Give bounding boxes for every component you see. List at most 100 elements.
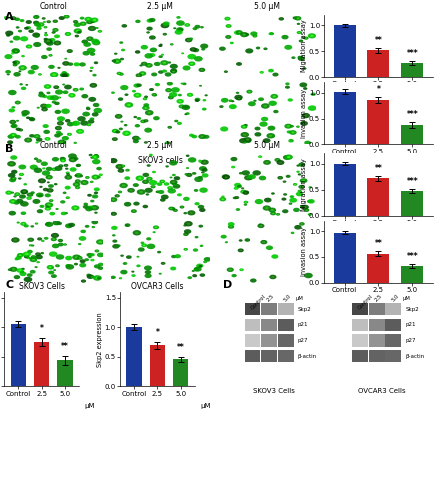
Bar: [278, 334, 294, 346]
Circle shape: [11, 106, 15, 108]
Circle shape: [149, 36, 156, 40]
Circle shape: [257, 224, 264, 228]
Text: p27: p27: [298, 338, 308, 343]
Circle shape: [125, 169, 130, 172]
Circle shape: [16, 194, 18, 195]
Circle shape: [26, 116, 30, 119]
Circle shape: [202, 99, 206, 102]
Circle shape: [170, 266, 176, 270]
Circle shape: [65, 164, 67, 166]
Circle shape: [267, 126, 275, 130]
Circle shape: [160, 22, 170, 28]
Circle shape: [86, 106, 90, 108]
Circle shape: [263, 206, 271, 210]
Circle shape: [81, 280, 86, 282]
Circle shape: [188, 174, 191, 176]
Circle shape: [49, 38, 55, 42]
Circle shape: [253, 170, 261, 175]
Circle shape: [82, 23, 84, 24]
Circle shape: [87, 177, 88, 178]
Circle shape: [203, 260, 207, 263]
Circle shape: [242, 170, 250, 175]
Circle shape: [91, 220, 98, 224]
Circle shape: [145, 142, 147, 143]
Circle shape: [62, 84, 65, 86]
Circle shape: [198, 160, 202, 162]
Circle shape: [54, 102, 60, 105]
Circle shape: [157, 251, 161, 254]
Circle shape: [50, 55, 52, 56]
Circle shape: [91, 276, 95, 278]
Circle shape: [35, 16, 37, 18]
Circle shape: [271, 209, 274, 211]
Circle shape: [98, 262, 104, 266]
Circle shape: [73, 28, 82, 34]
Circle shape: [265, 207, 268, 209]
Circle shape: [86, 108, 90, 110]
Circle shape: [194, 202, 200, 205]
Circle shape: [200, 26, 204, 29]
Circle shape: [269, 274, 277, 280]
Circle shape: [70, 94, 73, 96]
Circle shape: [38, 93, 45, 98]
Circle shape: [86, 36, 94, 41]
Circle shape: [78, 243, 81, 245]
Circle shape: [75, 186, 80, 189]
Circle shape: [114, 130, 117, 132]
Circle shape: [50, 95, 59, 100]
Circle shape: [79, 130, 82, 132]
Circle shape: [205, 94, 208, 96]
Text: p21: p21: [298, 322, 308, 328]
Bar: [261, 319, 277, 331]
Circle shape: [20, 189, 28, 194]
Circle shape: [198, 176, 203, 179]
Circle shape: [86, 20, 93, 24]
Circle shape: [67, 176, 70, 178]
Circle shape: [48, 21, 50, 22]
Circle shape: [243, 33, 249, 36]
Circle shape: [92, 21, 94, 22]
Circle shape: [14, 201, 19, 204]
Circle shape: [118, 190, 122, 194]
Circle shape: [64, 62, 67, 64]
Circle shape: [88, 124, 90, 126]
Circle shape: [195, 99, 199, 102]
Circle shape: [201, 160, 209, 165]
Circle shape: [183, 224, 187, 226]
Circle shape: [59, 240, 62, 241]
Circle shape: [87, 123, 91, 126]
Circle shape: [184, 113, 187, 115]
Circle shape: [67, 172, 69, 174]
Circle shape: [201, 48, 205, 50]
Circle shape: [134, 137, 137, 139]
Circle shape: [66, 172, 69, 174]
Circle shape: [85, 225, 90, 228]
Circle shape: [43, 18, 45, 19]
Circle shape: [137, 189, 146, 194]
Circle shape: [234, 186, 239, 190]
Circle shape: [186, 173, 192, 177]
Circle shape: [178, 94, 182, 96]
Text: 5.0: 5.0: [283, 294, 292, 302]
Circle shape: [21, 212, 26, 215]
Circle shape: [30, 270, 36, 274]
Circle shape: [173, 184, 180, 188]
Circle shape: [246, 90, 253, 94]
Circle shape: [180, 206, 184, 208]
Circle shape: [80, 259, 86, 263]
Circle shape: [297, 126, 298, 127]
Y-axis label: Skp2 expression: Skp2 expression: [97, 312, 103, 366]
Circle shape: [296, 126, 300, 128]
Circle shape: [239, 138, 248, 143]
Circle shape: [300, 178, 308, 183]
Circle shape: [243, 134, 246, 136]
Circle shape: [50, 72, 59, 78]
Text: β-actin: β-actin: [298, 354, 317, 358]
Circle shape: [177, 122, 182, 125]
Circle shape: [168, 206, 174, 210]
Circle shape: [119, 277, 122, 280]
Circle shape: [15, 256, 22, 260]
Circle shape: [253, 34, 257, 37]
Circle shape: [227, 36, 229, 38]
Circle shape: [144, 96, 148, 98]
